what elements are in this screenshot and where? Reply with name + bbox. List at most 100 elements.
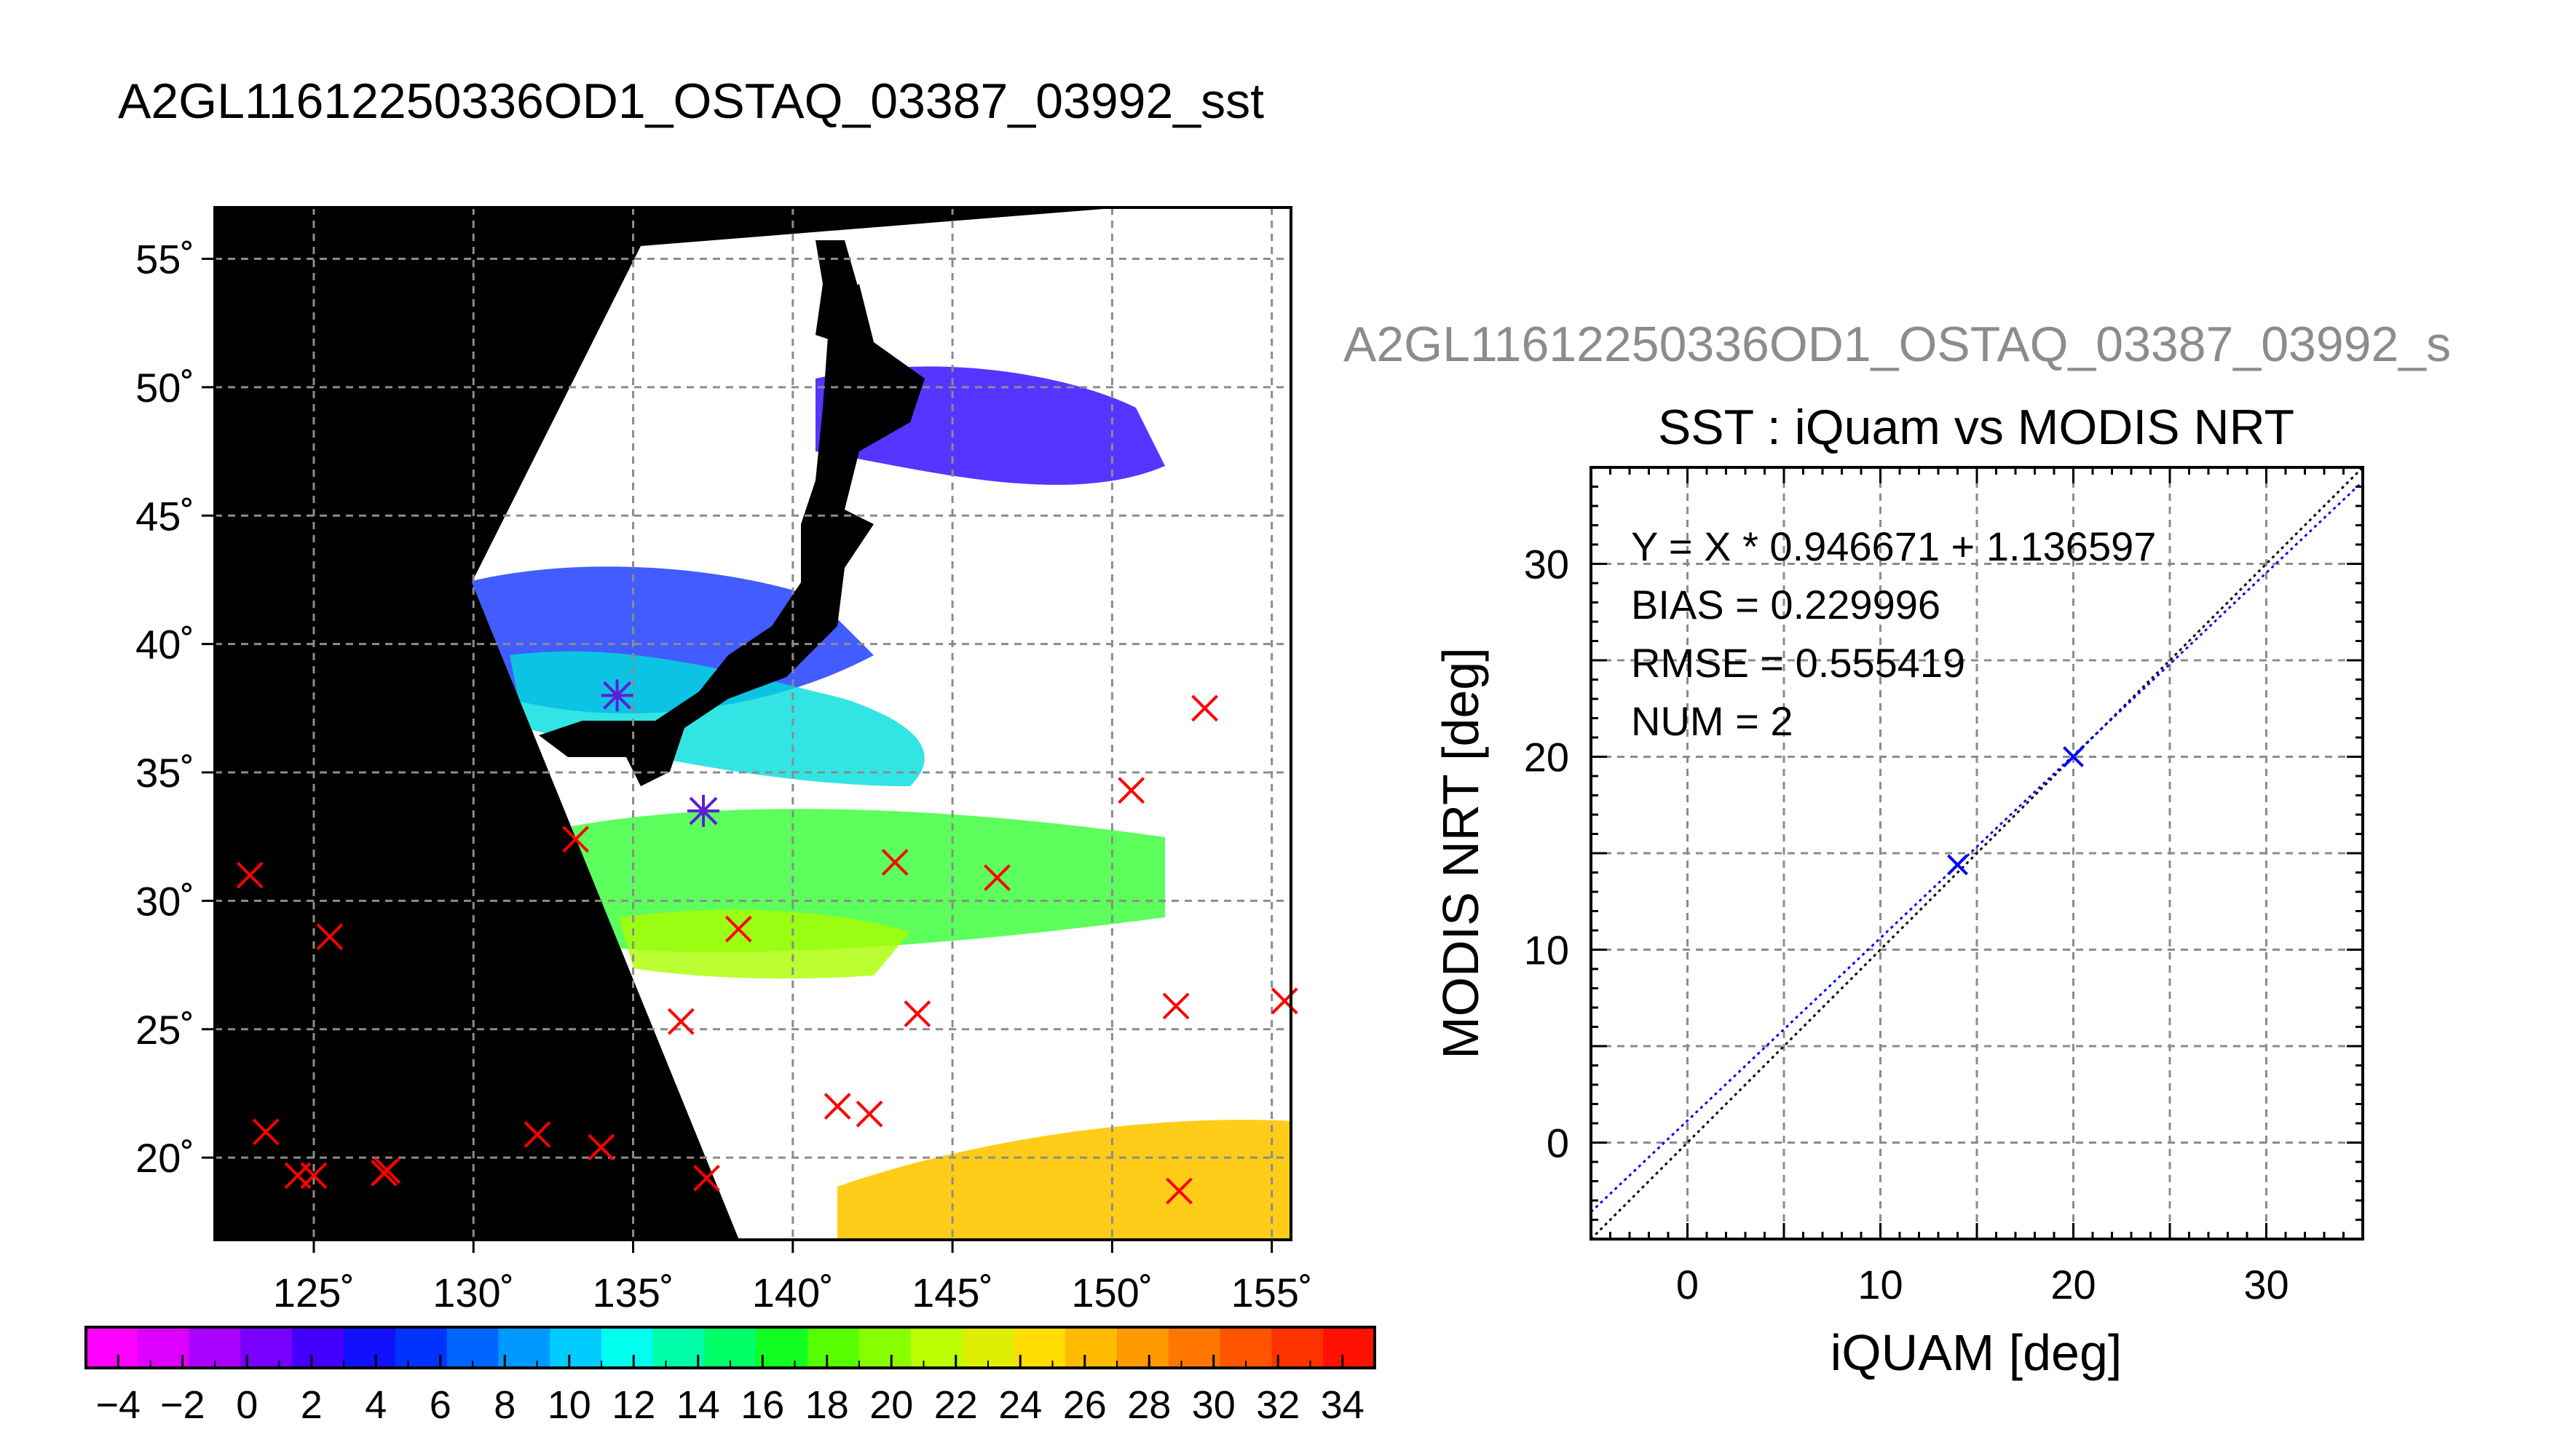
colorbar-segment — [550, 1327, 602, 1368]
fit-equation: Y = X * 0.946671 + 1.136597 — [1631, 523, 2156, 569]
lat-tick-label: 35˚ — [135, 750, 194, 796]
station-marker — [300, 1162, 328, 1190]
station-marker — [724, 915, 752, 943]
station-marker — [1271, 987, 1298, 1015]
colorbar-segment — [1065, 1327, 1118, 1368]
map-lon-labels: 125˚ 130˚ 135˚ 140˚ 145˚ 150˚ 155˚ — [273, 1240, 1313, 1315]
lon-tick-label: 145˚ — [912, 1270, 993, 1315]
colorbar-segment — [292, 1327, 344, 1368]
colorbar-tick-label: 0 — [236, 1383, 258, 1427]
colorbar-segment — [86, 1327, 138, 1368]
identity-line — [1590, 466, 2364, 1241]
station-marker — [692, 1164, 720, 1192]
lat-tick-label: 25˚ — [135, 1007, 194, 1053]
colorbar-segment — [344, 1327, 396, 1368]
colorbar-tick-label: 12 — [612, 1383, 655, 1427]
colorbar-tick-label: 2 — [301, 1383, 323, 1427]
lon-tick-label: 125˚ — [273, 1270, 355, 1315]
station-marker — [1118, 777, 1145, 804]
map-grid — [215, 207, 1291, 1240]
colorbar-segment — [498, 1327, 550, 1368]
x-axis-label: iQUAM [deg] — [1831, 1324, 2122, 1381]
colorbar-tick-label: 16 — [741, 1383, 784, 1427]
num-stat: NUM = 2 — [1631, 698, 1793, 744]
station-marker — [1162, 992, 1190, 1020]
x-tick-label: 20 — [2050, 1262, 2096, 1307]
x-tick-label: 10 — [1857, 1262, 1903, 1307]
station-marker — [1166, 1177, 1193, 1205]
map-frame — [213, 206, 1292, 1241]
scatter-stats: Y = X * 0.946671 + 1.136597 BIAS = 0.229… — [1631, 523, 2156, 744]
colorbar-tick-label: −4 — [95, 1383, 141, 1427]
lon-tick-label: 155˚ — [1231, 1270, 1313, 1315]
station-marker-matched — [601, 679, 633, 712]
colorbar-tick-label: 18 — [805, 1383, 849, 1427]
swath — [472, 207, 1291, 1240]
lon-tick-label: 150˚ — [1071, 1270, 1153, 1315]
map-lat-labels: 20˚ 25˚ 30˚ 35˚ 40˚ 45˚ 50˚ 55˚ — [135, 237, 215, 1181]
colorbar-tick-label: 34 — [1321, 1383, 1365, 1427]
colorbar-segment — [601, 1327, 654, 1368]
x-tick-label: 0 — [1676, 1262, 1699, 1307]
y-tick-label: 30 — [1524, 542, 1569, 587]
station-marker — [984, 864, 1011, 892]
station-marker — [562, 826, 590, 853]
colorbar-tick-label: 28 — [1127, 1383, 1171, 1427]
colorbar-segment — [137, 1327, 190, 1368]
colorbar-segment — [859, 1327, 912, 1368]
colorbar-tick-label: 22 — [934, 1383, 978, 1427]
colorbar-tick-label: 8 — [494, 1383, 516, 1427]
scatter-top-title: A2GL11612250336OD1_OSTAQ_03387_03992_s — [1343, 317, 2451, 372]
land-sakhalin — [816, 240, 859, 342]
fit-line — [1590, 480, 2364, 1213]
map-station-markers — [236, 679, 1298, 1205]
colorbar-tick-label: 24 — [998, 1383, 1042, 1427]
y-axis-label: MODIS NRT [deg] — [1432, 647, 1489, 1059]
colorbar-labels: −4 −2 0 2 4 6 8 10 12 14 16 18 20 22 24 26 28 30 32 34 — [95, 1383, 1364, 1427]
station-marker-matched — [687, 794, 720, 827]
station-marker — [236, 861, 264, 889]
colorbar-segment — [395, 1327, 448, 1368]
colorbar-tick-label: 30 — [1192, 1383, 1236, 1427]
lat-tick-label: 30˚ — [135, 878, 194, 924]
y-tick-label: 20 — [1524, 735, 1569, 780]
colorbar-segment — [1323, 1327, 1375, 1368]
page-title: A2GL11612250336OD1_OSTAQ_03387_03992_sst — [118, 74, 1264, 129]
station-marker — [588, 1133, 615, 1161]
bias-stat: BIAS = 0.229996 — [1631, 582, 1940, 628]
rmse-stat: RMSE = 0.555419 — [1631, 640, 1965, 686]
y-tick-label: 0 — [1547, 1120, 1569, 1166]
sst-map — [215, 207, 1291, 1240]
lat-tick-label: 45˚ — [135, 493, 194, 539]
colorbar-segment — [1117, 1327, 1169, 1368]
lat-tick-label: 40˚ — [135, 622, 194, 668]
station-marker — [316, 923, 344, 951]
colorbar-tick-label: 14 — [676, 1383, 720, 1427]
scatter-points — [1947, 746, 2084, 876]
lat-tick-label: 50˚ — [135, 365, 194, 411]
colorbar-tick-label: 4 — [365, 1383, 387, 1427]
colorbar-segment — [910, 1327, 963, 1368]
station-marker — [524, 1120, 551, 1148]
lon-tick-label: 140˚ — [752, 1270, 834, 1315]
x-tick-label: 30 — [2243, 1262, 2289, 1307]
lat-tick-label: 55˚ — [135, 237, 194, 282]
scatter-tick-labels: 0 10 20 30 0 10 20 30 — [1524, 542, 2289, 1308]
colorbar-segment — [1168, 1327, 1221, 1368]
colorbar-segment — [807, 1327, 860, 1368]
scatter-title: SST : iQuam vs MODIS NRT — [1658, 400, 2294, 455]
lon-tick-label: 130˚ — [433, 1270, 514, 1315]
station-marker — [904, 1000, 931, 1028]
station-marker — [881, 849, 909, 876]
colorbar-tick-label: 26 — [1063, 1383, 1107, 1427]
station-marker — [374, 1157, 401, 1184]
lon-tick-label: 135˚ — [592, 1270, 674, 1315]
lat-tick-label: 20˚ — [135, 1135, 194, 1181]
scatter-lines — [1590, 466, 2364, 1241]
colorbar-segment — [240, 1327, 293, 1368]
colorbar-segment — [1271, 1327, 1324, 1368]
scatter-point — [2063, 746, 2084, 767]
colorbar-tick-label: −2 — [160, 1383, 205, 1427]
station-marker — [667, 1008, 695, 1035]
